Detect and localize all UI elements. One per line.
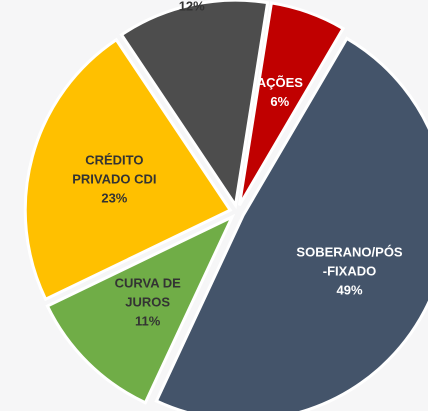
pie-slice (154, 36, 428, 411)
category-label: CURVA DE JUROS (114, 275, 181, 310)
pie-slice (237, 1, 346, 207)
value-label: 11% (135, 313, 161, 329)
category-label: CRÉDITO PRIVADO CDI (72, 152, 157, 187)
pie-slice (119, 0, 270, 210)
slice-label: AÇÕES 6% (257, 73, 303, 111)
slice-label: CRÉDITO PRIVADO CDI 23% (72, 150, 156, 207)
value-label: 23% (101, 190, 128, 206)
slice-label: CURVA DE JUROS 11% (115, 274, 181, 331)
value-label: 12% (178, 0, 205, 14)
slice-label: SOBERANO/PÓS -FIXADO 49% (296, 243, 402, 300)
pie-slice (23, 37, 233, 302)
value-label: 6% (270, 94, 290, 110)
value-label: 49% (336, 282, 363, 298)
category-label: AÇÕES (256, 75, 303, 91)
slice-label: 12% (179, 0, 205, 15)
pie-slice (45, 213, 236, 405)
category-label: SOBERANO/PÓS -FIXADO (296, 244, 403, 279)
